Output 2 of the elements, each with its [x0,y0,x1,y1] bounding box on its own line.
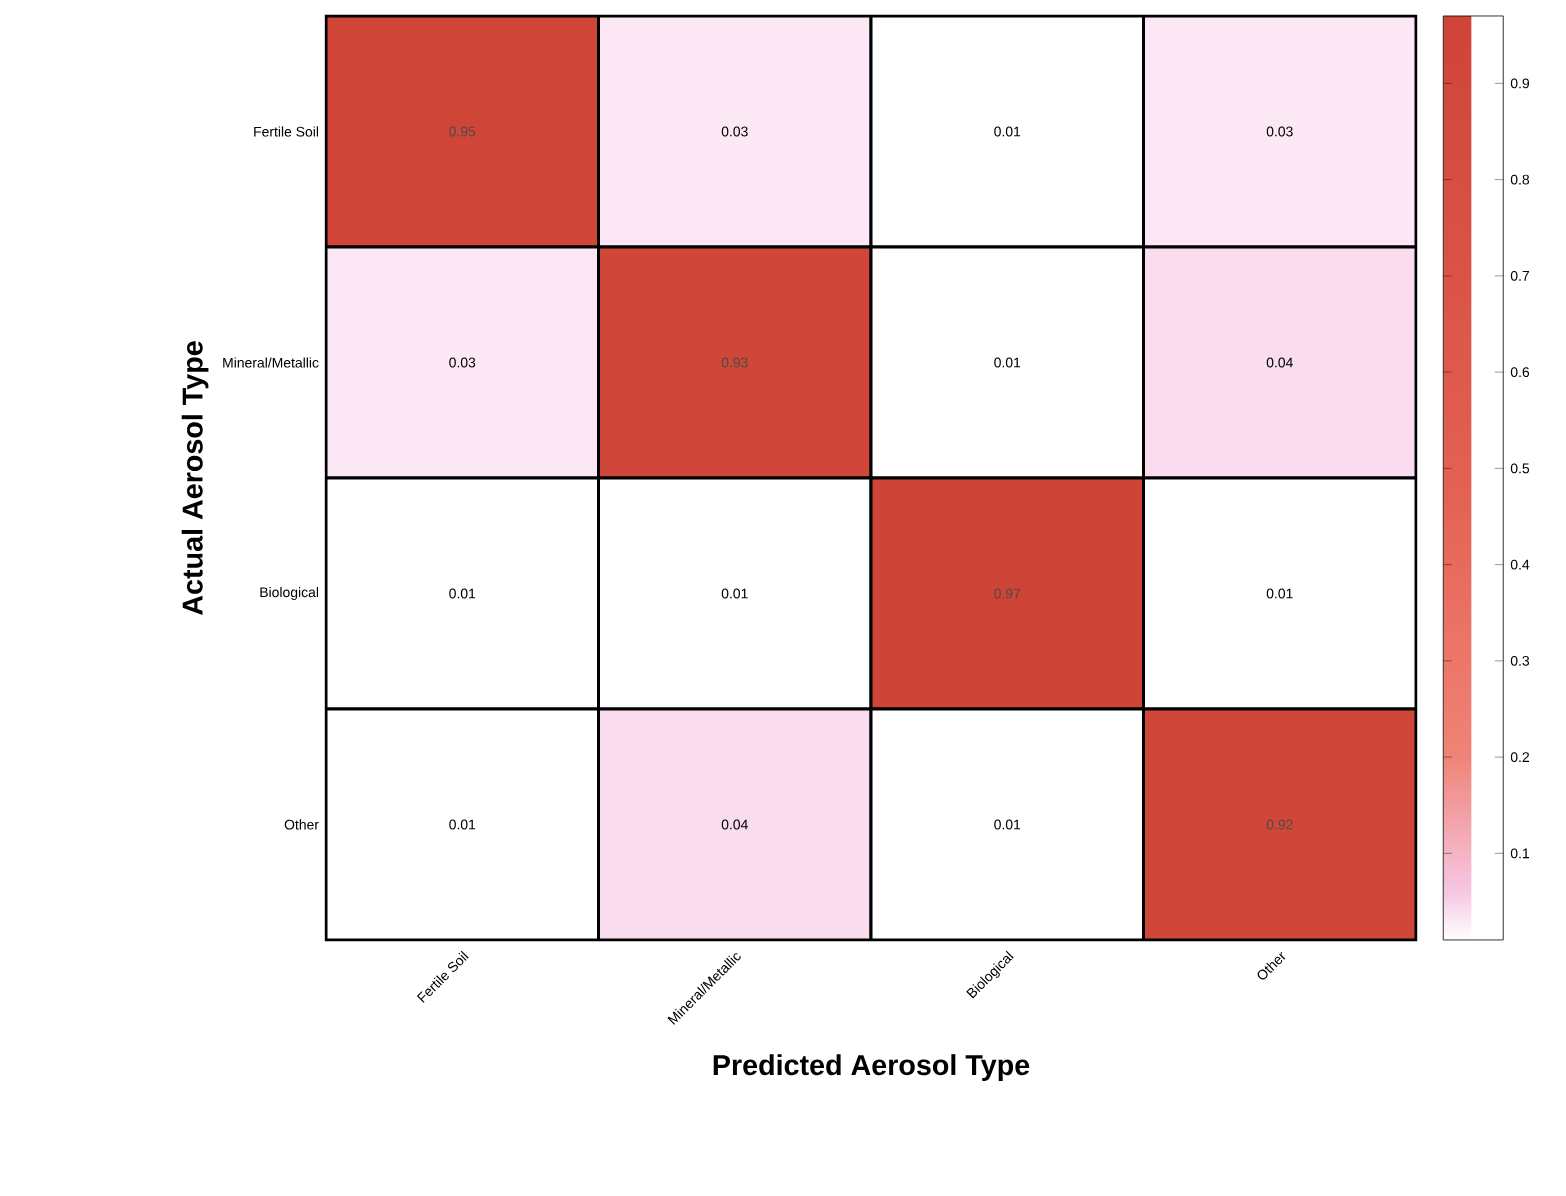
x-axis-title: Predicted Aerosol Type [713,1054,1030,1081]
y-axis-title: Actual Aerosol Type [181,341,209,615]
